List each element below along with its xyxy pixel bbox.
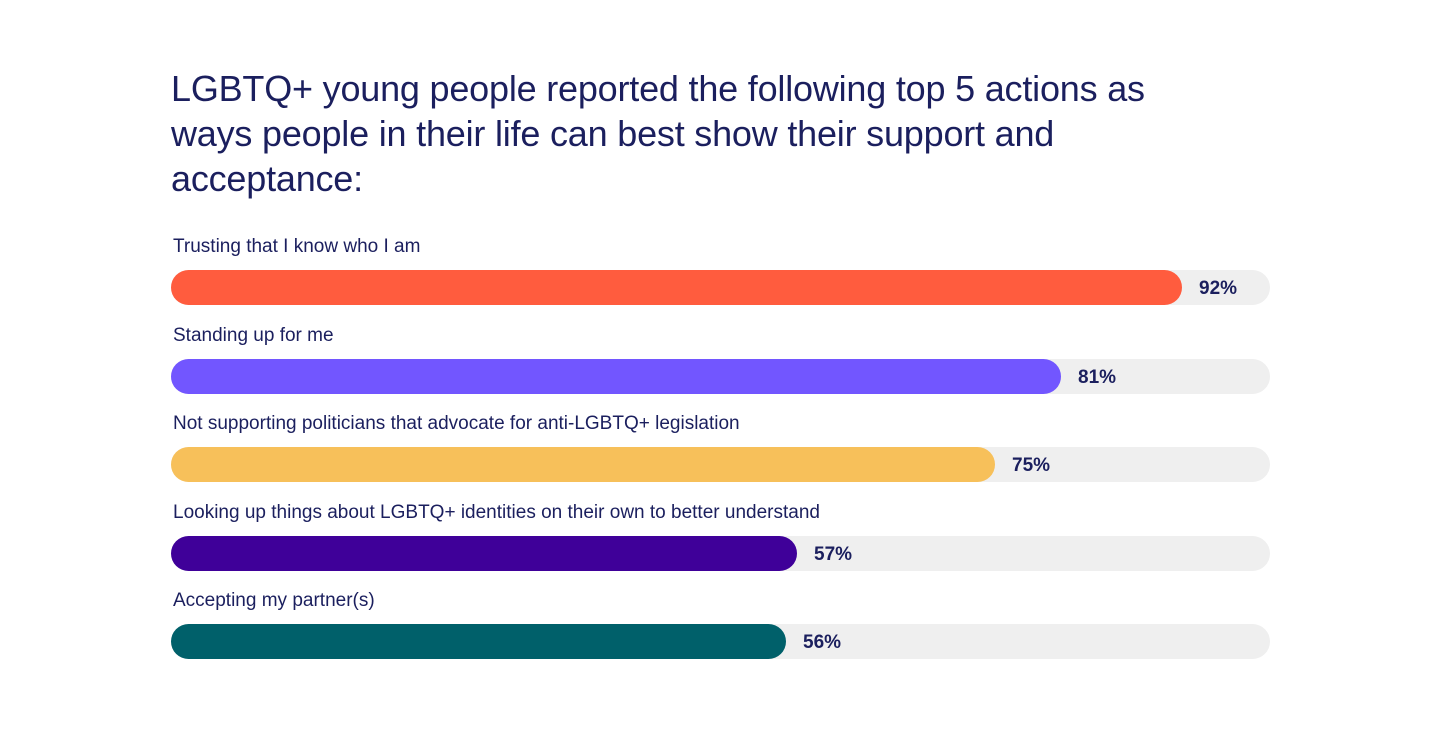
bar [171, 358, 1061, 394]
bar-label: Standing up for me [173, 324, 334, 346]
bar-label: Not supporting politicians that advocate… [173, 413, 740, 434]
bar-track: 75% [171, 447, 1270, 482]
bar-label: Looking up things about LGBTQ+ identitie… [173, 501, 820, 523]
value-label: 57% [814, 543, 853, 565]
bar-track: 57% [171, 535, 1270, 571]
value-label: 81% [1078, 366, 1117, 388]
bar-label: Trusting that I know who I am [173, 236, 421, 257]
chart: LGBTQ+ young people reported the followi… [171, 66, 1270, 659]
bar-row: Standing up for me 81% [171, 324, 1270, 413]
value-label: 56% [803, 632, 842, 653]
bar-row: Accepting my partner(s) 56% [171, 589, 1270, 678]
bar [171, 535, 797, 571]
bar [171, 624, 786, 659]
bar-track: 92% [171, 270, 1270, 305]
value-label: 92% [1199, 278, 1238, 299]
bar-label: Accepting my partner(s) [173, 590, 375, 611]
bar [171, 270, 1182, 305]
bar [171, 447, 995, 482]
bar-track: 81% [171, 358, 1270, 394]
bar-list: Trusting that I know who I am 92% Standing… [171, 235, 1270, 678]
chart-title: LGBTQ+ young people reported the followi… [171, 68, 1145, 199]
value-label: 75% [1012, 455, 1051, 476]
bar-row: Not supporting politicians that advocate… [171, 412, 1270, 501]
bar-row: Looking up things about LGBTQ+ identitie… [171, 501, 1270, 590]
bar-row: Trusting that I know who I am 92% [171, 235, 1270, 324]
bar-track: 56% [171, 624, 1270, 659]
